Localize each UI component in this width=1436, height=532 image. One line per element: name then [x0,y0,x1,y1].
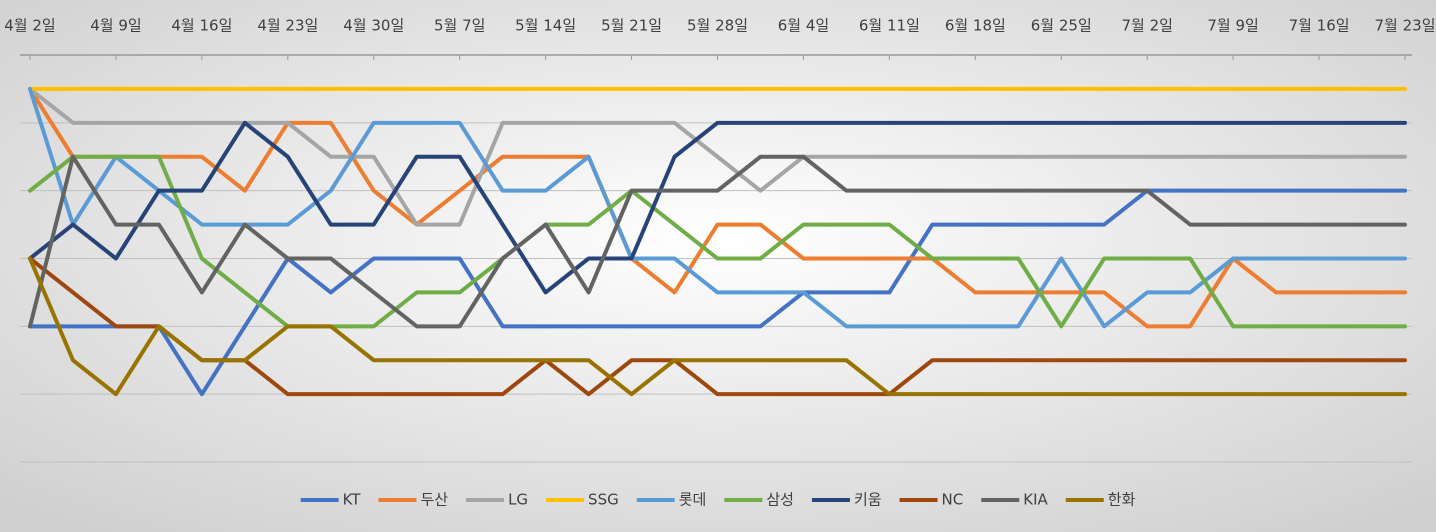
series-line [28,86,1407,329]
x-tick-label: 4월 30일 [343,17,404,35]
legend-label: 두산 [420,491,448,509]
legend-label: KT [343,491,362,509]
x-tick-label: 5월 14일 [515,17,576,35]
legend-label: 한화 [1108,491,1136,509]
x-tick-label: 7월 23일 [1375,17,1436,35]
series-line [28,120,1407,295]
series-line [28,154,1407,329]
x-tick-label: 7월 9일 [1207,17,1258,35]
legend-label: SSG [588,491,619,509]
series-line [28,86,1407,227]
legend-label: NC [942,491,964,509]
series-line [28,256,1407,397]
legend-label: 롯데 [679,491,707,509]
x-tick-label: 4월 23일 [257,17,318,35]
x-tick-label: 6월 25일 [1031,17,1092,35]
legend-label: LG [508,491,528,509]
x-tick-label: 4월 16일 [171,17,232,35]
x-tick-label: 7월 16일 [1289,17,1350,35]
x-tick-label: 5월 21일 [601,17,662,35]
x-tick-label: 6월 11일 [859,17,920,35]
legend-label: KIA [1023,491,1048,509]
x-tick-label: 4월 2일 [4,17,55,35]
x-tick-label: 5월 7일 [434,17,485,35]
legend-label: 키움 [854,491,882,509]
x-tick-label: 6월 4일 [778,17,829,35]
x-tick-label: 4월 9일 [90,17,141,35]
x-tick-label: 5월 28일 [687,17,748,35]
x-tick-label: 7월 2일 [1121,17,1172,35]
legend-label: 삼성 [766,491,794,509]
series-line [28,86,1407,329]
x-tick-label: 6월 18일 [945,17,1006,35]
series-line [28,154,1407,329]
legend: KT 두산 LG SSG 롯데 삼성 키움 NC KIA 한화 [300,491,1136,509]
series-line [28,256,1407,397]
